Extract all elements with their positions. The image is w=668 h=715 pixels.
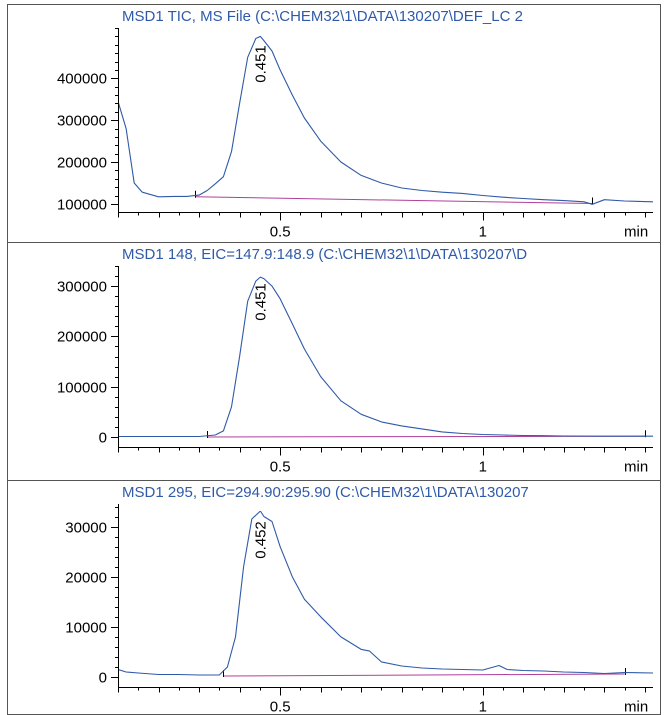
peak-label: 0.452 — [253, 521, 270, 559]
signal-trace — [119, 276, 653, 438]
y-tick-label: 100000 — [57, 380, 107, 397]
chart-panel-1: MSD1 TIC, MS File (C:\CHEM32\1\DATA\1302… — [57, 8, 653, 241]
x-axis-label: min — [624, 224, 648, 241]
signal-trace — [119, 510, 653, 676]
y-tick-label: 300000 — [57, 279, 107, 296]
chart-title: MSD1 TIC, MS File (C:\CHEM32\1\DATA\1302… — [122, 8, 523, 25]
y-tick-label: 400000 — [57, 71, 107, 88]
chart-panel-2: MSD1 148, EIC=147.9:148.9 (C:\CHEM32\1\D… — [8, 242, 660, 476]
x-tick-label: 1 — [479, 459, 487, 476]
y-tick-label: 100000 — [57, 197, 107, 214]
x-axis-label: min — [624, 699, 648, 715]
x-tick-label: 0.5 — [270, 699, 291, 715]
y-tick-label: 0 — [99, 430, 107, 447]
x-tick-label: 0.5 — [270, 459, 291, 476]
chart-title: MSD1 295, EIC=294.90:295.90 (C:\CHEM32\1… — [122, 484, 529, 501]
y-tick-label: 20000 — [65, 570, 107, 587]
peak-label: 0.451 — [252, 45, 269, 83]
integration-baseline — [223, 673, 625, 677]
y-tick-label: 200000 — [57, 155, 107, 172]
x-tick-label: 1 — [479, 224, 487, 241]
signal-trace — [119, 35, 653, 205]
integration-baseline — [194, 196, 593, 204]
y-tick-label: 0 — [99, 670, 107, 687]
figure-frame — [7, 4, 661, 715]
y-tick-label: 300000 — [57, 113, 107, 130]
y-tick-label: 10000 — [65, 620, 107, 637]
peak-label: 0.451 — [252, 283, 269, 321]
chart-panel-3: MSD1 295, EIC=294.90:295.90 (C:\CHEM32\1… — [8, 480, 660, 715]
y-tick-label: 200000 — [57, 329, 107, 346]
x-tick-label: 1 — [479, 699, 487, 715]
x-tick-label: 0.5 — [270, 224, 291, 241]
y-tick-label: 30000 — [65, 520, 107, 537]
x-axis-label: min — [624, 459, 648, 476]
chart-title: MSD1 148, EIC=147.9:148.9 (C:\CHEM32\1\D… — [122, 246, 527, 263]
